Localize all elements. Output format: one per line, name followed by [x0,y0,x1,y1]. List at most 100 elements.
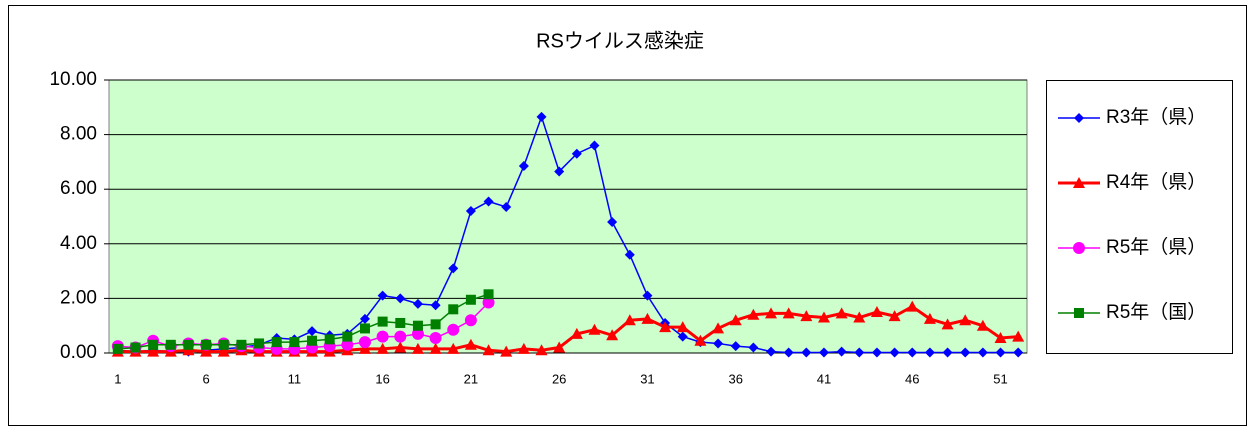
x-tick-label: 11 [288,371,302,386]
point [359,323,370,334]
point [500,345,513,357]
point [201,339,212,350]
point [217,345,230,357]
x-tick-label: 31 [640,371,654,386]
point [642,290,653,301]
point [801,347,812,358]
x-tick-label: 36 [728,371,742,386]
point [888,310,901,322]
point [536,111,547,122]
point [376,342,389,354]
point [482,344,495,356]
point [254,338,265,349]
point [659,321,672,333]
point [501,201,512,212]
point [395,293,406,304]
point [358,342,371,354]
point [359,313,370,324]
point [112,343,123,354]
point [959,314,972,326]
point [236,339,247,350]
point [147,345,160,357]
x-tick-label: 51 [993,371,1007,386]
point [782,307,795,319]
plot-area [108,79,1028,354]
point [165,339,176,350]
point [766,346,777,357]
legend-marker [1074,113,1084,123]
y-tick-label: 0.00 [60,342,97,363]
legend-label: R5年（県） [1106,236,1206,258]
point [447,342,460,354]
legend-marker [1073,177,1085,188]
point [942,347,953,358]
point [607,216,618,227]
legend-marker [1074,308,1084,318]
legend-label: R4年（県） [1106,171,1206,193]
point [307,335,318,346]
point [641,312,654,324]
point [623,314,636,326]
point [854,347,865,358]
point [606,329,619,341]
point [676,321,689,333]
point [307,326,318,337]
point [430,300,441,311]
point [907,347,918,358]
point [589,140,600,151]
point [395,317,406,328]
point [342,331,353,342]
point [394,341,407,353]
point [429,331,442,344]
series-line [117,114,1019,354]
point [377,316,388,327]
point [464,314,477,327]
point [1012,330,1025,342]
point [870,306,883,318]
y-tick-label: 8.00 [60,124,97,145]
y-tick-label: 4.00 [60,233,97,254]
point [748,342,759,353]
point [817,311,830,323]
point [448,263,459,274]
x-tick-label: 41 [817,371,831,386]
y-tick-label: 2.00 [60,287,97,308]
x-tick-label: 6 [202,371,209,386]
point [358,336,371,349]
y-tick-label: 10.00 [49,69,97,90]
point [977,347,988,358]
point [464,338,477,350]
point [483,196,494,207]
point [448,304,459,315]
point [148,339,159,350]
point [465,206,476,217]
point [694,334,707,346]
series-line [117,293,489,350]
point [906,300,919,312]
point [447,323,460,336]
point [570,327,583,339]
point [818,347,829,358]
legend-label: R5年（国） [1106,301,1206,323]
point [871,347,882,358]
point [800,310,813,322]
chart-title: RSウイルス感染症 [536,29,704,52]
point [411,342,424,354]
point [712,322,725,334]
x-tick-label: 1 [114,371,121,386]
point [588,323,601,335]
point [289,337,300,348]
point [482,296,495,309]
point [430,319,441,330]
point [517,342,530,354]
point [554,166,565,177]
point [376,330,389,343]
point [713,338,724,349]
point [553,341,566,353]
point [889,347,900,358]
point [677,331,688,342]
point [747,308,760,320]
point [271,337,282,348]
x-tick-label: 21 [464,371,478,386]
